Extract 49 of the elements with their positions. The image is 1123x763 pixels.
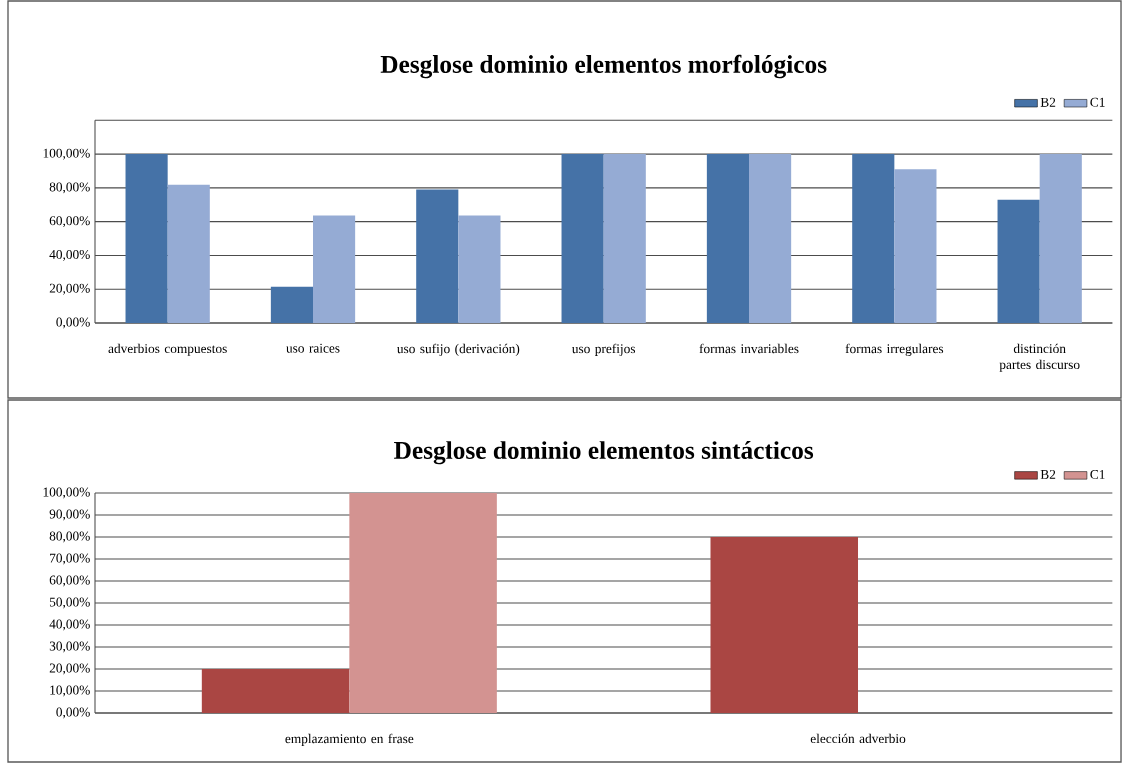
y-tick-label: 50,00% [49,597,90,609]
chart-title: Desglose dominio elementos morfológicos [380,54,827,79]
bar [458,215,501,323]
x-tick-label: distinción partes discurso [999,343,1080,372]
bar [349,492,497,713]
legend-label: C1 [1090,97,1105,107]
x-tick-label: formas irregulares [845,343,944,356]
bar [167,184,210,323]
bar [313,215,356,323]
y-tick-label: 100,00% [43,487,90,499]
bar [852,154,895,323]
x-tick-label: formas invariables [699,343,799,354]
y-tick-label: 30,00% [49,641,90,653]
bar [749,154,792,323]
bar [894,169,937,323]
bar [1039,154,1082,323]
legend-label: C1 [1090,469,1105,479]
bar [201,669,350,713]
x-tick-label: elección adverbio [810,733,906,744]
bar [710,537,859,713]
y-tick-label: 40,00% [49,249,90,261]
x-tick-label: adverbios compuestos [108,343,227,356]
y-tick-label: 70,00% [50,553,90,565]
x-tick-label: uso sufijo (derivación) [397,343,520,356]
bar [416,189,459,323]
y-tick-label: 60,00% [49,575,90,587]
y-tick-label: 20,00% [49,663,90,675]
legend-label: B2 [1040,97,1056,107]
x-tick-label: uso prefijos [571,343,636,356]
bar [125,154,168,323]
chart-title: Desglose dominio elementos sintácticos [394,441,814,465]
bar [270,286,313,323]
legend-label: B2 [1040,469,1056,479]
y-tick-label: 10,00% [50,685,90,697]
y-tick-label: 80,00% [49,531,90,543]
bar [706,154,750,323]
y-tick-label: 100,00% [43,148,90,160]
y-tick-label: 40,00% [49,619,90,631]
bar [561,154,604,323]
y-tick-label: 90,00% [49,509,90,521]
y-tick-label: 0,00% [56,707,90,719]
y-tick-label: 20,00% [49,283,90,295]
y-tick-label: 0,00% [56,317,90,329]
bar [997,199,1040,323]
x-tick-label: emplazamiento en frase [285,733,414,746]
y-tick-label: 80,00% [49,182,90,194]
x-tick-label: uso raices [286,343,340,353]
y-tick-label: 60,00% [49,216,90,228]
bar [603,154,646,323]
